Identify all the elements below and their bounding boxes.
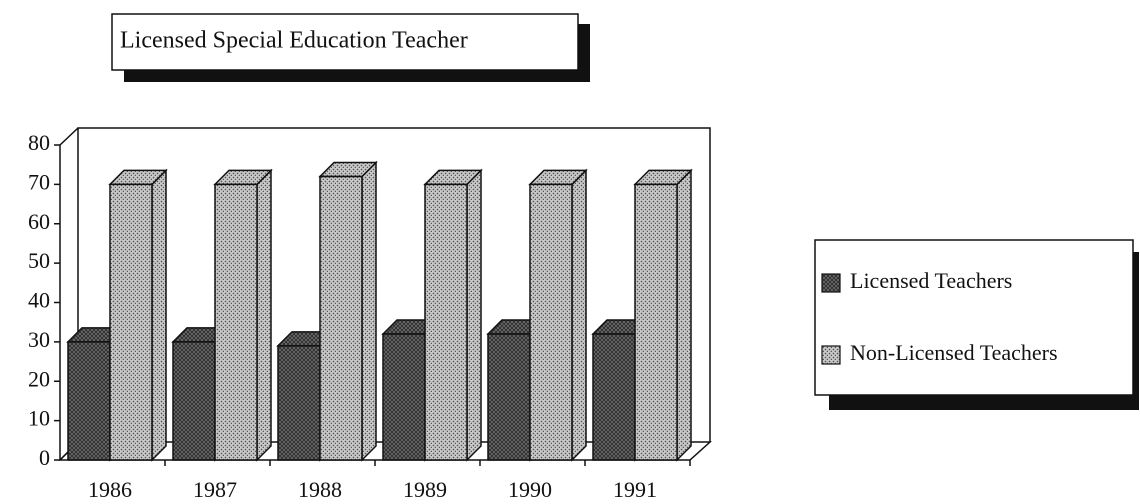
bar: [109, 183, 153, 461]
legend-label: Non-Licensed Teachers: [850, 340, 1058, 365]
legend-label: Licensed Teachers: [850, 268, 1012, 293]
bar: [67, 341, 111, 461]
y-tick-label: 60: [28, 209, 50, 234]
bar: [592, 333, 636, 461]
y-tick-label: 80: [28, 130, 50, 155]
bar: [172, 341, 216, 461]
bar: [634, 183, 678, 461]
y-tick-label: 40: [28, 288, 50, 313]
bar: [277, 345, 321, 461]
bar: [214, 183, 258, 461]
bar-side: [151, 168, 167, 462]
bar-side: [361, 160, 377, 462]
title-box: [111, 13, 579, 71]
legend-swatch: [821, 273, 841, 293]
bar: [487, 333, 531, 461]
y-tick-label: 50: [28, 248, 50, 273]
bar: [382, 333, 426, 461]
x-tick-label: 1987: [193, 477, 237, 502]
bar-side: [466, 168, 482, 462]
legend-swatch: [821, 345, 841, 365]
y-tick-label: 30: [28, 327, 50, 352]
legend-box: [814, 239, 1134, 396]
bar: [529, 183, 573, 461]
bar-side: [676, 168, 692, 462]
x-tick-label: 1988: [298, 477, 342, 502]
y-tick-label: 70: [28, 169, 50, 194]
bar: [424, 183, 468, 461]
y-tick-label: 0: [39, 445, 50, 470]
x-tick-label: 1991: [613, 477, 657, 502]
x-tick-label: 1990: [508, 477, 552, 502]
bar: [319, 175, 363, 461]
bar-side: [256, 168, 272, 462]
y-axis-top: [59, 127, 79, 146]
y-tick-label: 10: [28, 406, 50, 431]
y-tick-label: 20: [28, 366, 50, 391]
chart-title: Licensed Special Education Teacher: [120, 28, 468, 54]
bar-side: [571, 168, 587, 462]
x-tick-label: 1986: [88, 477, 132, 502]
x-tick-label: 1989: [403, 477, 447, 502]
